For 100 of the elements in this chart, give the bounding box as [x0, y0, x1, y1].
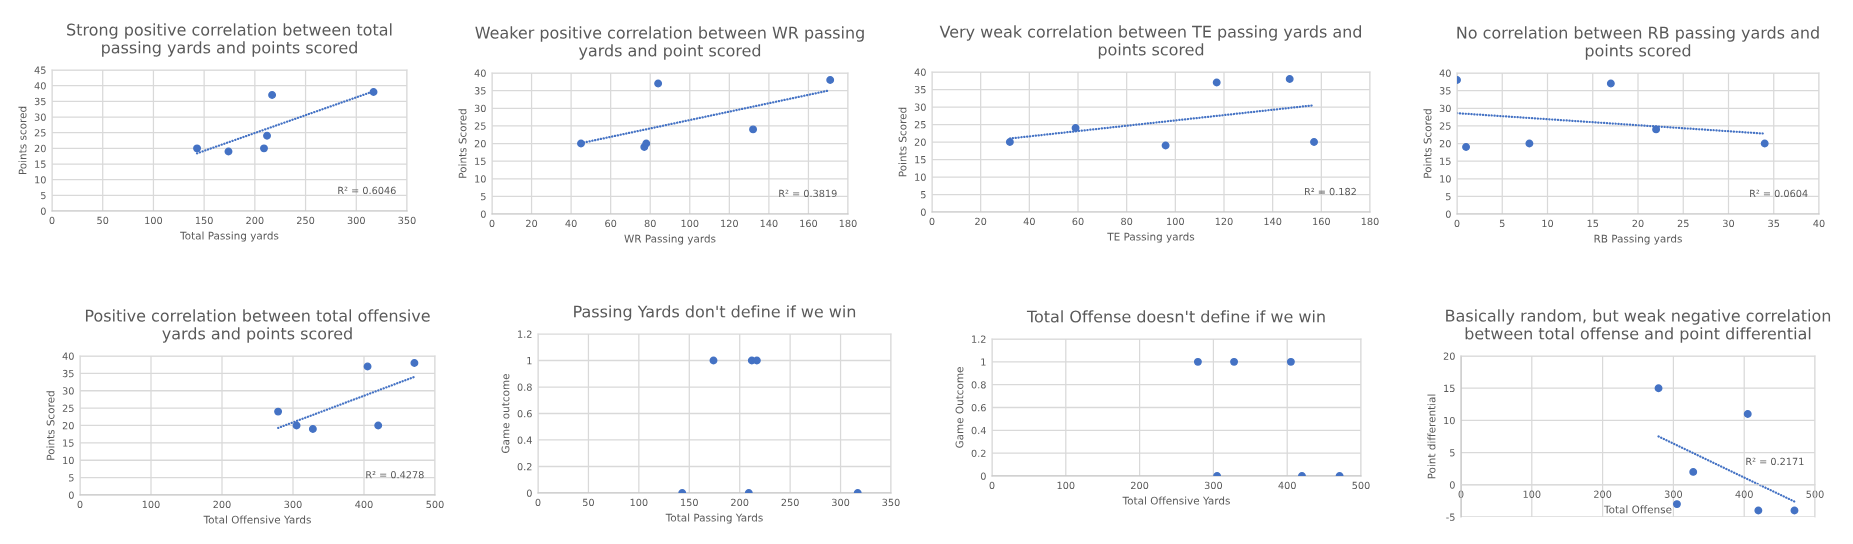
y-tick-label: 1.2 — [518, 330, 532, 338]
y-tick-label: -5 — [1446, 513, 1455, 521]
y-axis-title: Points Scored — [458, 109, 467, 178]
x-axis-title: TE Passing yards — [1107, 232, 1195, 243]
point — [1212, 78, 1221, 87]
x-tick-label: 120 — [721, 219, 738, 228]
x-tick-label: 400 — [1278, 481, 1296, 490]
y-tick-label: 35 — [62, 369, 74, 378]
x-tick-label: 500 — [1352, 481, 1370, 490]
x-tick-label: 50 — [582, 498, 594, 507]
y-tick-label: 10 — [63, 456, 74, 465]
y-tick-label: 35 — [34, 97, 46, 106]
x-axis-title: Total Offensive Yards — [203, 515, 311, 524]
y-tick-label: 40 — [62, 352, 74, 360]
point — [1689, 467, 1698, 476]
y-tick-label: 10 — [475, 175, 486, 183]
x-tick-label: 100 — [1167, 217, 1184, 226]
y-axis-title: Points Scored — [46, 391, 55, 460]
y-tick-label: 25 — [474, 122, 486, 130]
y-tick-label: 35 — [1439, 87, 1451, 95]
x-tick-label: 150 — [681, 498, 698, 507]
chart-title: Positive correlation between total offensive yards and points scored — [85, 309, 430, 343]
y-tick-label: 40 — [474, 69, 486, 77]
y-tick-label: 0 — [40, 207, 46, 215]
y-tick-label: 35 — [474, 87, 486, 95]
x-tick-label: 5 — [1499, 219, 1505, 228]
point — [654, 79, 663, 88]
x-tick-label: 80 — [644, 219, 656, 228]
x-tick-label: 10 — [1542, 219, 1554, 228]
chart-title: No correlation between RB passing yards and points scored — [1457, 26, 1819, 60]
x-tick-label: 200 — [213, 500, 231, 509]
y-tick-label: 5 — [481, 192, 486, 201]
x-tick-label: 300 — [284, 500, 302, 509]
y-tick-label: 10 — [35, 176, 46, 184]
y-tick-label: 15 — [35, 160, 46, 168]
x-tick-label: 100 — [1523, 490, 1541, 498]
y-tick-label: 10 — [1444, 416, 1455, 425]
y-tick-label: 0 — [920, 208, 926, 216]
point — [1310, 138, 1318, 146]
x-tick-label: 40 — [1813, 219, 1825, 228]
x-tick-label: 350 — [398, 216, 416, 225]
annotation: R² = 0.4278 — [366, 471, 424, 479]
chart-title: Basically random, but weak negative correlation between total offense and point differential — [1446, 309, 1831, 343]
x-tick-label: 300 — [1204, 481, 1223, 490]
point — [1754, 506, 1763, 515]
chart-title: Very weak correlation between TE passing yards and points scored — [939, 25, 1362, 59]
annotation: R² = 0.2171 — [1746, 457, 1804, 466]
y-tick-label: 0 — [480, 210, 486, 218]
x-tick-label: 300 — [347, 216, 365, 225]
x-tick-label: 200 — [1594, 490, 1612, 498]
annotation: R² = 0.182 — [1305, 187, 1356, 196]
x-tick-label: 100 — [1057, 481, 1075, 490]
y-tick-label: 0.4 — [517, 436, 532, 444]
x-tick-label: 25 — [1677, 219, 1689, 228]
point — [577, 139, 585, 148]
x-tick-label: 40 — [1023, 217, 1035, 226]
y-tick-label: 0 — [1445, 210, 1451, 218]
x-tick-label: 400 — [1735, 490, 1753, 498]
point — [1462, 143, 1471, 151]
x-tick-label: 60 — [1072, 217, 1084, 226]
y-tick-label: 20 — [62, 421, 74, 430]
point — [263, 131, 271, 140]
y-tick-label: 0.6 — [971, 403, 986, 412]
y-tick-label: 35 — [914, 85, 926, 94]
y-tick-label: 0.4 — [971, 426, 986, 435]
y-tick-label: 15 — [915, 156, 926, 164]
y-tick-label: 30 — [474, 104, 486, 113]
chart-title: Strong positive correlation between total passing yards and points scored — [67, 23, 392, 57]
x-tick-label: 15 — [1587, 219, 1599, 228]
y-tick-label: 10 — [1440, 175, 1451, 183]
y-axis-title: Game outcome — [501, 374, 510, 453]
y-axis-title: Points scored — [18, 106, 27, 175]
point — [1760, 139, 1769, 148]
x-tick-label: 150 — [195, 216, 213, 225]
x-tick-label: 140 — [760, 219, 778, 228]
y-tick-label: 10 — [915, 173, 926, 181]
point — [749, 125, 758, 134]
x-axis-title: Total Offense — [1603, 505, 1672, 514]
x-tick-label: 140 — [1264, 217, 1282, 226]
y-tick-label: 40 — [914, 68, 926, 76]
point — [1285, 75, 1294, 83]
chart-title: Passing Yards don't define if we win — [574, 305, 856, 321]
x-tick-label: 200 — [731, 498, 749, 507]
y-tick-label: 30 — [1439, 104, 1451, 113]
point — [1161, 141, 1170, 150]
x-tick-label: 40 — [565, 219, 577, 228]
x-tick-label: 100 — [681, 219, 699, 228]
y-tick-label: 30 — [914, 103, 926, 111]
x-tick-label: 500 — [426, 500, 444, 509]
point — [1652, 125, 1661, 134]
x-axis-title: WR Passing yards — [624, 234, 716, 245]
y-tick-label: 0.2 — [517, 462, 532, 471]
y-tick-label: 15 — [475, 157, 486, 165]
y-tick-label: 20 — [474, 139, 486, 148]
point — [260, 144, 268, 153]
chart-title: Weaker positive correlation between WR passing yards and point scored — [475, 26, 864, 60]
y-tick-label: 20 — [1443, 352, 1455, 360]
x-axis-title: Total Passing Yards — [665, 513, 763, 524]
y-axis-title: Points Scored — [898, 107, 907, 177]
point — [1005, 138, 1014, 146]
